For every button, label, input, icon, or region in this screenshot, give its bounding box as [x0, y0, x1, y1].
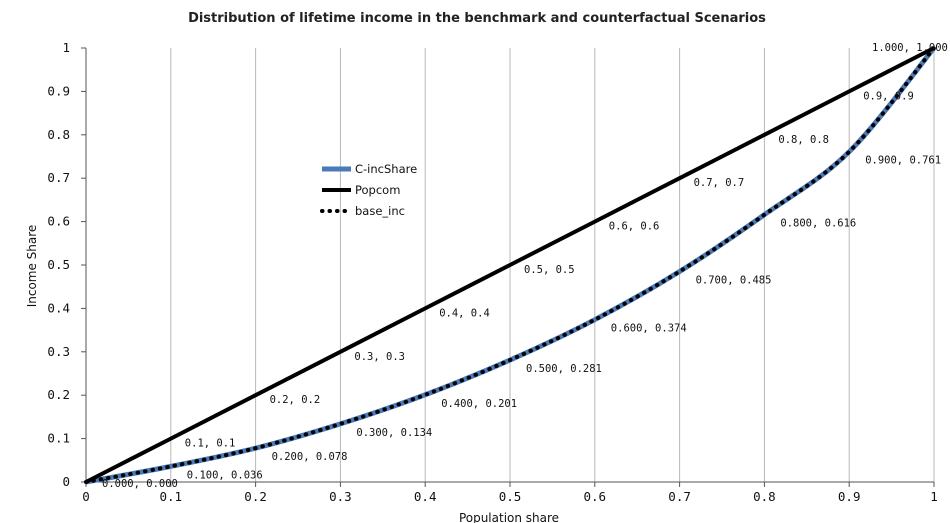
series-line-base-inc	[84, 46, 936, 484]
x-tick-labels: 0 0.1 0.2 0.3 0.4 0.5 0.6 0.7 0.8 0.9 1	[82, 489, 938, 504]
x-tick-label: 0.1	[160, 489, 183, 504]
data-label: 0.400, 0.201	[441, 398, 517, 410]
y-tick-label: 0.6	[47, 214, 70, 229]
y-tick-label: 0.3	[47, 344, 70, 359]
data-label: 0.9, 0.9	[863, 90, 914, 102]
x-tick-label: 0.7	[668, 489, 691, 504]
x-tick-label: 1	[930, 489, 938, 504]
data-label: 0.100, 0.036	[187, 469, 263, 481]
data-label: 0.800, 0.616	[780, 218, 856, 230]
data-label: 0.700, 0.485	[696, 275, 772, 287]
y-tick-label: 0	[62, 474, 70, 489]
data-label: 0.1, 0.1	[185, 438, 236, 450]
y-tick-label: 0.8	[47, 127, 70, 142]
x-tick-label: 0	[82, 489, 90, 504]
data-label: 0.600, 0.374	[611, 323, 687, 335]
legend-label: C-incShare	[355, 162, 417, 176]
y-tick-label: 1	[62, 40, 70, 55]
data-label: 0.500, 0.281	[526, 363, 602, 375]
series-layer	[84, 46, 936, 485]
y-tick-label: 0.2	[47, 387, 70, 402]
data-label: 1.000, 1.000	[872, 42, 948, 54]
y-tick-label: 0.4	[47, 300, 70, 315]
data-label: 0.900, 0.761	[865, 155, 941, 167]
x-tick-label: 0.2	[244, 489, 267, 504]
x-tick-label: 0.4	[414, 489, 437, 504]
y-tick-labels: 0 0.1 0.2 0.3 0.4 0.5 0.6 0.7 0.8 0.9 1	[47, 40, 70, 489]
y-tick-label: 0.1	[47, 431, 70, 446]
x-tick-label: 0.5	[499, 489, 522, 504]
data-label: 0.300, 0.134	[356, 427, 432, 439]
x-axis-label: Population share	[459, 511, 559, 523]
data-labels: 0.1, 0.1 0.2, 0.2 0.3, 0.3 0.4, 0.4 0.5, 0.5…	[102, 42, 948, 490]
y-axis-label: Income Share	[25, 225, 39, 308]
data-label: 0.2, 0.2	[270, 394, 321, 406]
x-tick-label: 0.3	[329, 489, 352, 504]
data-label: 0.4, 0.4	[439, 307, 490, 319]
y-tick-label: 0.9	[47, 83, 70, 98]
data-label: 0.8, 0.8	[778, 134, 829, 146]
data-label: 0.6, 0.6	[609, 221, 660, 233]
data-label: 0.7, 0.7	[694, 177, 745, 189]
data-label: 0.3, 0.3	[354, 351, 405, 363]
series-line-popcom	[85, 46, 935, 484]
legend-label: base_inc	[355, 204, 405, 218]
chart-title: Distribution of lifetime income in the b…	[188, 11, 766, 26]
data-label: 0.5, 0.5	[524, 264, 575, 276]
x-tick-label: 0.9	[838, 489, 861, 504]
legend: C-incShare Popcom base_inc	[320, 162, 417, 218]
x-tick-label: 0.6	[584, 489, 607, 504]
y-tick-label: 0.7	[47, 170, 70, 185]
data-label: 0.000, 0.000	[102, 478, 178, 490]
data-label: 0.200, 0.078	[272, 451, 348, 463]
y-tick-label: 0.5	[47, 257, 70, 272]
legend-label: Popcom	[355, 183, 400, 197]
x-tick-label: 0.8	[753, 489, 776, 504]
